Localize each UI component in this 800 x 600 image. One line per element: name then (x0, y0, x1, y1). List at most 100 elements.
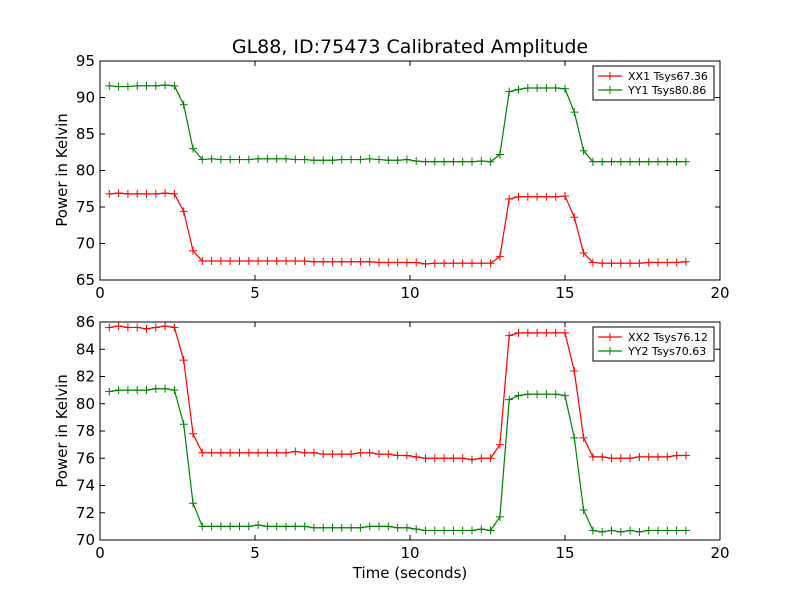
data-point-marker (430, 157, 439, 166)
data-point-marker (468, 259, 476, 268)
data-point-marker (514, 328, 523, 337)
data-point-marker (328, 156, 337, 165)
data-point-marker (356, 523, 365, 532)
data-point-marker (635, 527, 644, 536)
legend-label-yy1: YY1 Tsys80.86 (627, 84, 706, 97)
y-tick-label: 74 (76, 477, 95, 495)
data-point-marker (430, 454, 439, 463)
x-tick-label: 20 (710, 544, 729, 562)
data-point-marker (412, 157, 421, 166)
data-point-marker (170, 323, 179, 332)
data-point-marker (235, 448, 244, 457)
data-point-marker (505, 194, 514, 203)
data-point-marker (402, 258, 411, 267)
data-point-marker (114, 386, 123, 395)
top-legend: XX1 Tsys67.36 YY1 Tsys80.86 (592, 65, 715, 101)
data-point-marker (681, 257, 690, 266)
data-point-marker (123, 82, 132, 91)
data-point-marker (254, 521, 263, 530)
data-point-marker (635, 157, 644, 166)
data-point-marker (300, 257, 309, 266)
data-point-marker (402, 523, 411, 532)
y-tick-label: 80 (76, 395, 95, 413)
data-point-marker (440, 259, 449, 268)
data-point-marker (495, 252, 504, 261)
data-point-marker (542, 84, 551, 93)
data-point-marker (198, 257, 207, 266)
data-point-marker (114, 322, 123, 331)
data-point-marker (616, 157, 625, 166)
top-subplot: GL88, ID:75473 Calibrated Amplitude Powe… (53, 36, 730, 302)
data-point-marker (654, 452, 662, 461)
data-point-marker (179, 356, 188, 365)
y-tick-label: 95 (76, 52, 95, 70)
data-point-marker (337, 257, 346, 266)
data-point-marker (216, 448, 225, 457)
data-point-marker (551, 84, 560, 93)
data-point-marker (114, 189, 123, 198)
data-point-marker (421, 259, 430, 268)
data-point-marker (347, 257, 356, 266)
data-point-marker (291, 155, 300, 164)
data-point-marker (505, 395, 514, 404)
data-point-marker (291, 257, 300, 266)
data-point-marker (561, 328, 569, 337)
data-point-marker (626, 157, 635, 166)
data-point-marker (468, 157, 476, 166)
data-point-marker (133, 81, 142, 90)
data-point-marker (263, 522, 272, 531)
data-point-marker (356, 448, 365, 457)
data-point-marker (654, 526, 662, 535)
data-point-marker (533, 84, 542, 93)
data-point-marker (449, 259, 458, 268)
bottom-legend: XX2 Tsys76.12 YY2 Tsys70.63 (592, 326, 715, 362)
data-point-marker (495, 440, 504, 449)
data-point-marker (282, 154, 290, 163)
data-point-marker (365, 257, 374, 266)
data-point-marker (133, 323, 142, 332)
y-tick-label: 65 (76, 271, 95, 289)
data-point-marker (244, 257, 253, 266)
data-point-marker (533, 390, 542, 399)
data-point-marker (458, 259, 467, 268)
data-point-marker (542, 328, 551, 337)
data-point-marker (663, 452, 672, 461)
data-point-marker (365, 522, 374, 531)
data-point-marker (421, 157, 430, 166)
data-point-marker (254, 257, 263, 266)
data-point-marker (328, 257, 337, 266)
data-point-marker (588, 258, 597, 267)
data-point-marker (207, 522, 216, 531)
data-point-marker (207, 448, 216, 457)
data-point-marker (123, 386, 132, 395)
data-point-marker (393, 258, 402, 267)
data-point-marker (319, 257, 328, 266)
data-point-marker (468, 526, 476, 535)
data-point-marker (402, 451, 411, 460)
data-point-marker (179, 420, 188, 429)
data-point-marker (663, 526, 672, 535)
data-point-marker (319, 450, 328, 459)
data-point-marker (440, 157, 449, 166)
data-point-marker (328, 523, 337, 532)
data-point-marker (607, 454, 616, 463)
data-point-marker (477, 157, 486, 166)
data-point-marker (375, 258, 383, 267)
data-point-marker (319, 523, 328, 532)
data-point-marker (616, 527, 625, 536)
data-point-marker (337, 155, 346, 164)
bottom-plot-marks (105, 322, 690, 536)
data-point-marker (133, 189, 142, 198)
data-point-marker (198, 522, 207, 531)
y-tick-label: 80 (76, 162, 95, 180)
data-point-marker (309, 448, 318, 457)
data-point-marker (681, 526, 690, 535)
data-point-marker (123, 189, 132, 198)
data-point-marker (412, 452, 421, 461)
data-point-marker (672, 451, 681, 460)
data-point-marker (523, 84, 532, 93)
data-point-marker (570, 433, 579, 442)
data-point-marker (328, 450, 337, 459)
legend-marker (606, 347, 614, 355)
data-point-marker (384, 522, 393, 531)
